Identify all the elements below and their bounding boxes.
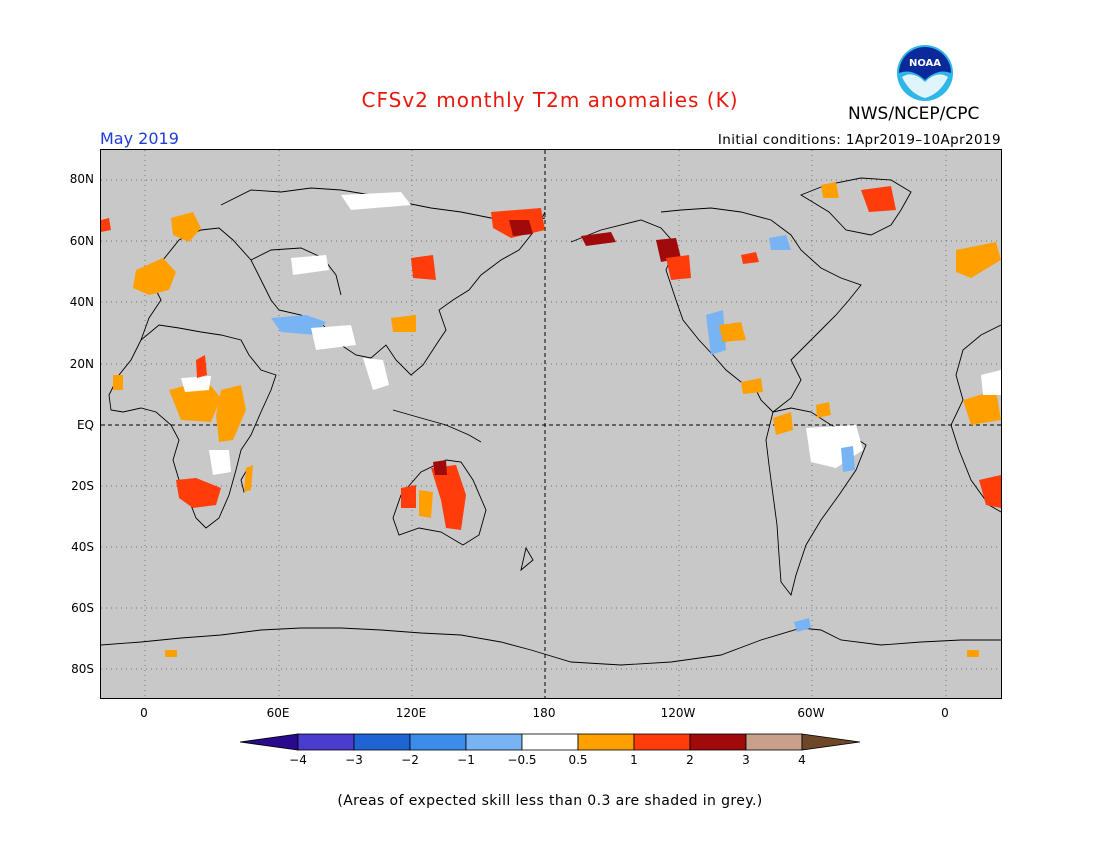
lat-label-40s: 40S (71, 540, 94, 554)
colorbar-label-neg3: −3 (345, 753, 363, 767)
colorbar-label-pos3: 3 (742, 753, 750, 767)
logo-text: NOAA (909, 58, 941, 69)
anomaly-map (100, 149, 1002, 699)
colorbar-label-pos1: 1 (630, 753, 638, 767)
lat-label-60n: 60N (69, 234, 94, 248)
map-canvas (101, 150, 1001, 698)
initial-conditions-label: Initial conditions: 1Apr2019–10Apr2019 (717, 132, 1001, 148)
skill-note: (Areas of expected skill less than 0.3 a… (337, 793, 763, 809)
lon-label-120e: 120E (395, 706, 427, 720)
lat-label-40n: 40N (69, 295, 94, 309)
lat-label-60s: 60S (71, 601, 94, 615)
colorbar-label-neg2: −2 (401, 753, 419, 767)
lon-label-60w: 60W (797, 706, 825, 720)
colorbar-label-pos4: 4 (798, 753, 806, 767)
month-label: May 2019 (100, 129, 179, 148)
colorbar-label-neg4: −4 (289, 753, 307, 767)
lon-label-60e: 60E (266, 706, 290, 720)
lon-label-0-left: 0 (140, 706, 148, 720)
lat-label-80n: 80N (69, 172, 94, 186)
equator-dateline (101, 150, 1001, 698)
colorbar (239, 733, 861, 751)
anomaly-shading (101, 182, 1001, 657)
lat-label-20s: 20S (71, 479, 94, 493)
lat-label-eq: EQ (76, 418, 94, 432)
agency-label: NWS/NCEP/CPC (848, 104, 980, 124)
map-title: CFSv2 monthly T2m anomalies (K) (361, 88, 739, 112)
lon-label-0-right: 0 (941, 706, 949, 720)
colorbar-label-neg1: −1 (457, 753, 475, 767)
lon-label-180: 180 (532, 706, 556, 720)
colorbar-label-pos05: 0.5 (568, 753, 588, 767)
colorbar-label-neg05: −0.5 (507, 753, 537, 767)
noaa-logo: NOAA (897, 45, 953, 101)
lon-label-120w: 120W (660, 706, 696, 720)
lat-label-80s: 80S (71, 662, 94, 676)
colorbar-label-pos2: 2 (686, 753, 694, 767)
lat-label-20n: 20N (69, 357, 94, 371)
